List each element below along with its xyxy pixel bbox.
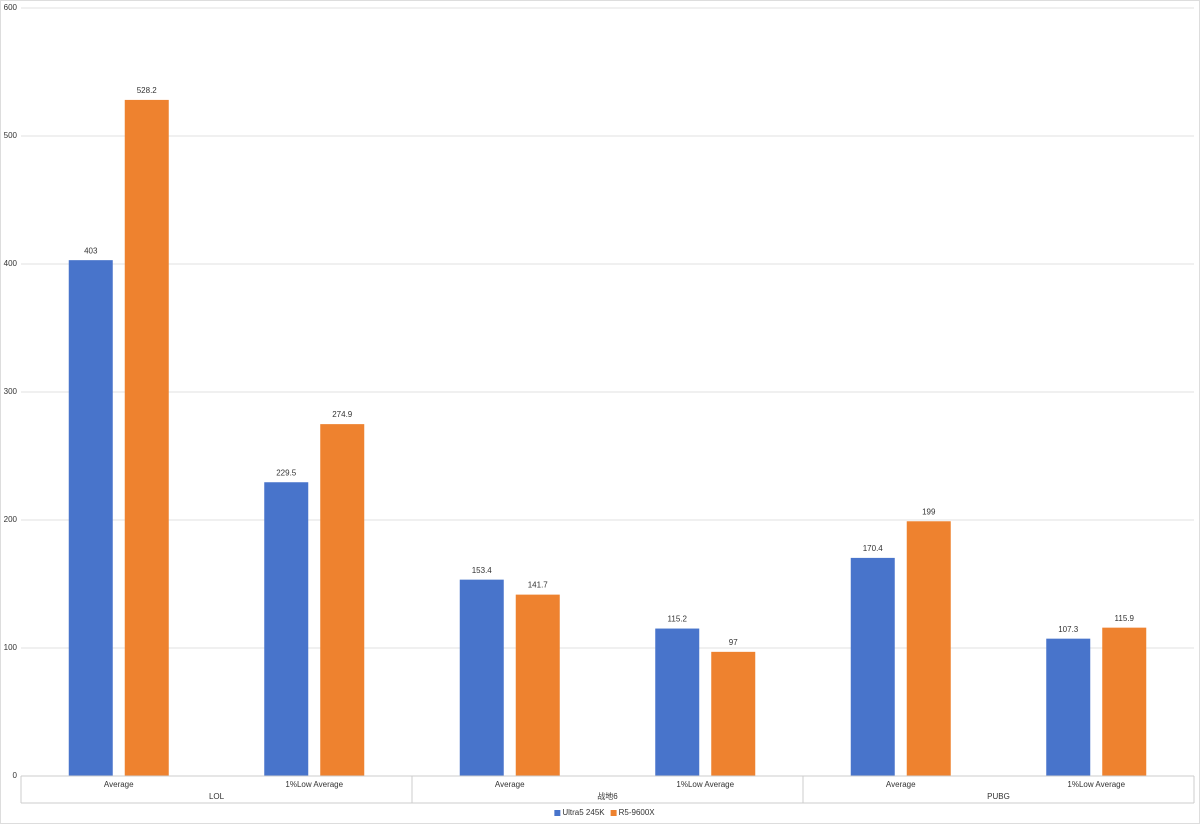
legend-label: Ultra5 245K <box>562 808 605 817</box>
legend-swatch <box>610 810 617 816</box>
data-label: 274.9 <box>332 410 353 419</box>
legend-swatch <box>554 810 561 816</box>
bar <box>850 557 895 776</box>
y-tick-label: 100 <box>4 643 18 652</box>
data-label: 229.5 <box>276 468 297 477</box>
bar <box>459 579 504 776</box>
data-label: 141.7 <box>528 581 549 590</box>
bar <box>124 99 169 777</box>
y-tick-label: 600 <box>4 3 18 12</box>
data-label: 170.4 <box>863 544 884 553</box>
x-tick-label: Average <box>104 780 134 789</box>
y-tick-label: 500 <box>4 131 18 140</box>
y-tick-label: 300 <box>4 387 18 396</box>
group-label: LOL <box>209 792 225 801</box>
x-tick-label: 1%Low Average <box>285 780 343 789</box>
bar <box>68 260 113 776</box>
bar <box>1046 638 1091 776</box>
bar <box>320 424 365 776</box>
group-label: PUBG <box>987 792 1010 801</box>
y-tick-label: 0 <box>13 771 18 780</box>
legend-label: R5-9600X <box>619 808 656 817</box>
y-tick-label: 400 <box>4 259 18 268</box>
bar <box>711 651 756 776</box>
data-label: 107.3 <box>1058 625 1079 634</box>
y-tick-label: 200 <box>4 515 18 524</box>
bar <box>1102 627 1147 776</box>
x-tick-label: Average <box>495 780 525 789</box>
bar <box>264 482 309 776</box>
data-label: 97 <box>729 638 738 647</box>
bar <box>906 521 951 776</box>
data-label: 153.4 <box>472 566 493 575</box>
group-label: 战地6 <box>597 791 618 801</box>
bar <box>655 628 700 776</box>
data-label: 115.9 <box>1115 614 1135 623</box>
data-label: 403 <box>84 246 98 255</box>
data-label: 199 <box>922 507 936 516</box>
x-tick-label: Average <box>886 780 916 789</box>
bar <box>515 594 560 776</box>
x-tick-label: 1%Low Average <box>676 780 734 789</box>
data-label: 115.2 <box>668 615 688 624</box>
x-tick-label: 1%Low Average <box>1067 780 1125 789</box>
data-label: 528.2 <box>137 86 158 95</box>
